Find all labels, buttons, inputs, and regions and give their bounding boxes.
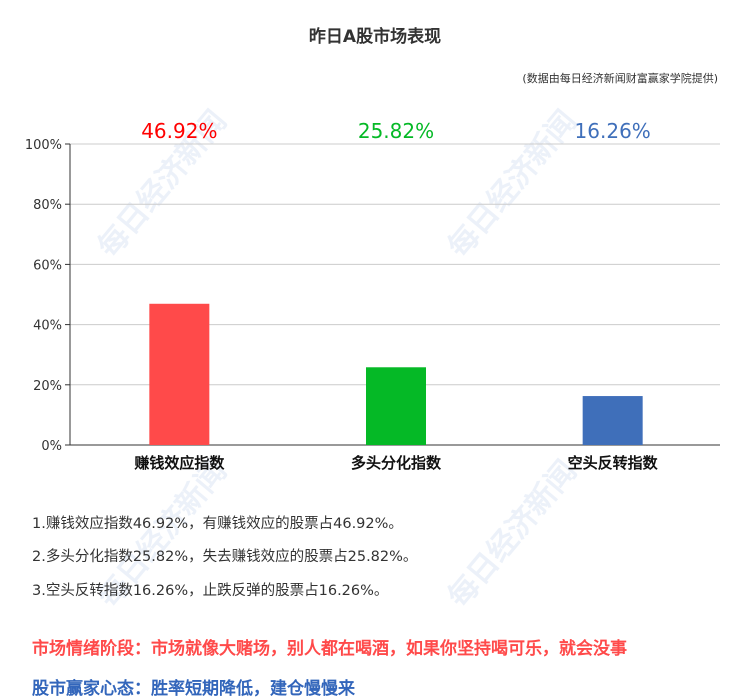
y-tick-label: 60%: [33, 258, 62, 273]
y-tick-label: 20%: [33, 379, 62, 394]
winner-mindset: 股市赢家心态：胜率短期降低，建仓慢慢来: [32, 679, 355, 699]
y-tick-label: 80%: [33, 198, 62, 213]
data-label: 16.26%: [575, 119, 651, 143]
y-tick-label: 100%: [25, 138, 62, 153]
note-2: 2.多头分化指数25.82%，失去赚钱效应的股票占25.82%。: [32, 549, 418, 565]
x-tick-label: 空头反转指数: [568, 454, 659, 472]
market-stage: 市场情绪阶段：市场就像大赌场，别人都在喝酒，如果你坚持喝可乐，就会没事: [32, 639, 627, 659]
bar: [582, 396, 643, 445]
data-label: 25.82%: [358, 119, 434, 143]
bar: [366, 367, 426, 445]
data-label: 46.92%: [141, 119, 217, 143]
x-tick-label: 多头分化指数: [351, 454, 442, 472]
bar-chart: 0% 20% 40% 60% 80% 100% 赚钱效应指数 46.92% 多头分化指数 25.8…: [25, 119, 720, 472]
y-tick-label: 0%: [41, 439, 62, 454]
bar: [149, 303, 210, 445]
y-tick-label: 40%: [33, 319, 62, 334]
note-3: 3.空头反转指数16.26%，止跌反弹的股票占16.26%。: [32, 583, 389, 599]
data-source: (数据由每日经济新闻财富赢家学院提供): [522, 72, 718, 85]
x-tick-label: 赚钱效应指数: [133, 454, 225, 472]
chart-title: 昨日A股市场表现: [308, 27, 442, 47]
note-1: 1.赚钱效应指数46.92%，有赚钱效应的股票占46.92%。: [32, 516, 403, 532]
